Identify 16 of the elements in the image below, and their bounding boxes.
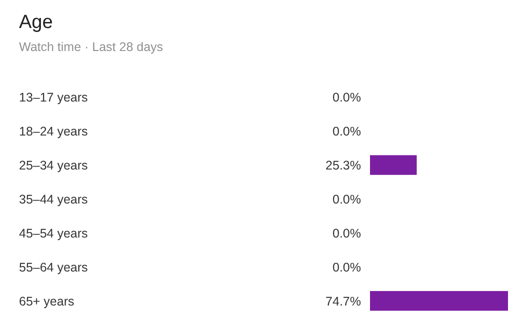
y-tick-label: 55–64 years: [19, 260, 88, 274]
data-label: 25.3%: [326, 158, 361, 172]
y-tick-label: 25–34 years: [19, 158, 88, 172]
data-label: 0.0%: [332, 260, 361, 274]
text: Watch time · Last 28 days: [19, 40, 164, 54]
data-label: 74.7%: [326, 294, 361, 308]
data-label: 0.0%: [332, 90, 361, 104]
data-label: 0.0%: [332, 226, 361, 240]
y-tick-label: 13–17 years: [19, 90, 88, 104]
y-tick-label: 35–44 years: [19, 192, 88, 206]
y-tick-label: 65+ years: [19, 294, 74, 308]
text: Age: [19, 12, 53, 33]
y-tick-label: 45–54 years: [19, 226, 88, 240]
data-label: 0.0%: [332, 124, 361, 138]
data-label: 0.0%: [332, 192, 361, 206]
y-tick-label: 18–24 years: [19, 124, 88, 138]
